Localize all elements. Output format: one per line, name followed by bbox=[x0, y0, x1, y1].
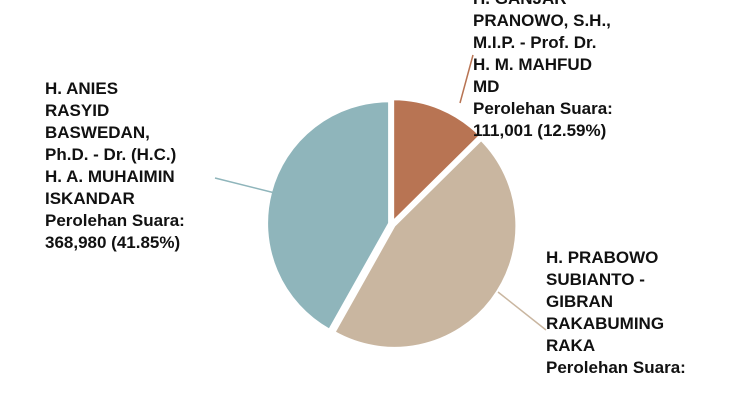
slice-label-prabowo-gibran: H. PRABOWO SUBIANTO - GIBRAN RAKABUMING … bbox=[546, 247, 686, 379]
label-name-line: PRANOWO, S.H., bbox=[473, 11, 611, 30]
slice-ganjar-mahfud bbox=[392, 98, 481, 223]
label-name-line: GIBRAN bbox=[546, 292, 614, 311]
label-name-line: H. GANJAR bbox=[473, 0, 613, 10]
slice-prabowo-gibran bbox=[333, 139, 518, 349]
label-value: 111,001 (12.59%) bbox=[473, 121, 607, 140]
label-value: 368,980 (41.85%) bbox=[45, 233, 181, 252]
label-caption: Perolehan Suara: bbox=[473, 99, 613, 118]
label-caption: Perolehan Suara: bbox=[546, 358, 686, 377]
label-name-line: ISKANDAR bbox=[45, 189, 135, 208]
slice-label-ganjar-mahfud: H. GANJAR PRANOWO, S.H., M.I.P. - Prof. … bbox=[473, 0, 613, 142]
label-name-line: H. A. MUHAIMIN bbox=[45, 167, 175, 186]
label-name-line: Ph.D. - Dr. (H.C.) bbox=[45, 145, 177, 164]
slice-ganjar-mahfud-leader-line bbox=[459, 54, 474, 104]
label-name-line: RAKABUMING bbox=[546, 314, 665, 333]
label-name-line: RASYID bbox=[45, 101, 110, 120]
label-caption: Perolehan Suara: bbox=[45, 211, 185, 230]
label-name-line: H. PRABOWO bbox=[546, 248, 659, 267]
slice-prabowo-gibran-leader-line bbox=[497, 291, 547, 331]
label-name-line: H. ANIES bbox=[45, 79, 119, 98]
slice-anies-muhaimin-leader-line bbox=[214, 177, 276, 194]
slice-label-anies-muhaimin: H. ANIES RASYID BASWEDAN, Ph.D. - Dr. (H… bbox=[45, 78, 185, 254]
label-name-line: M.I.P. - Prof. Dr. bbox=[473, 33, 597, 52]
label-name-line: SUBIANTO - bbox=[546, 270, 645, 289]
label-name-line: MD bbox=[473, 77, 500, 96]
label-name-line: RAKA bbox=[546, 336, 596, 355]
label-name-line: H. M. MAHFUD bbox=[473, 55, 592, 74]
label-name-line: BASWEDAN, bbox=[45, 123, 150, 142]
